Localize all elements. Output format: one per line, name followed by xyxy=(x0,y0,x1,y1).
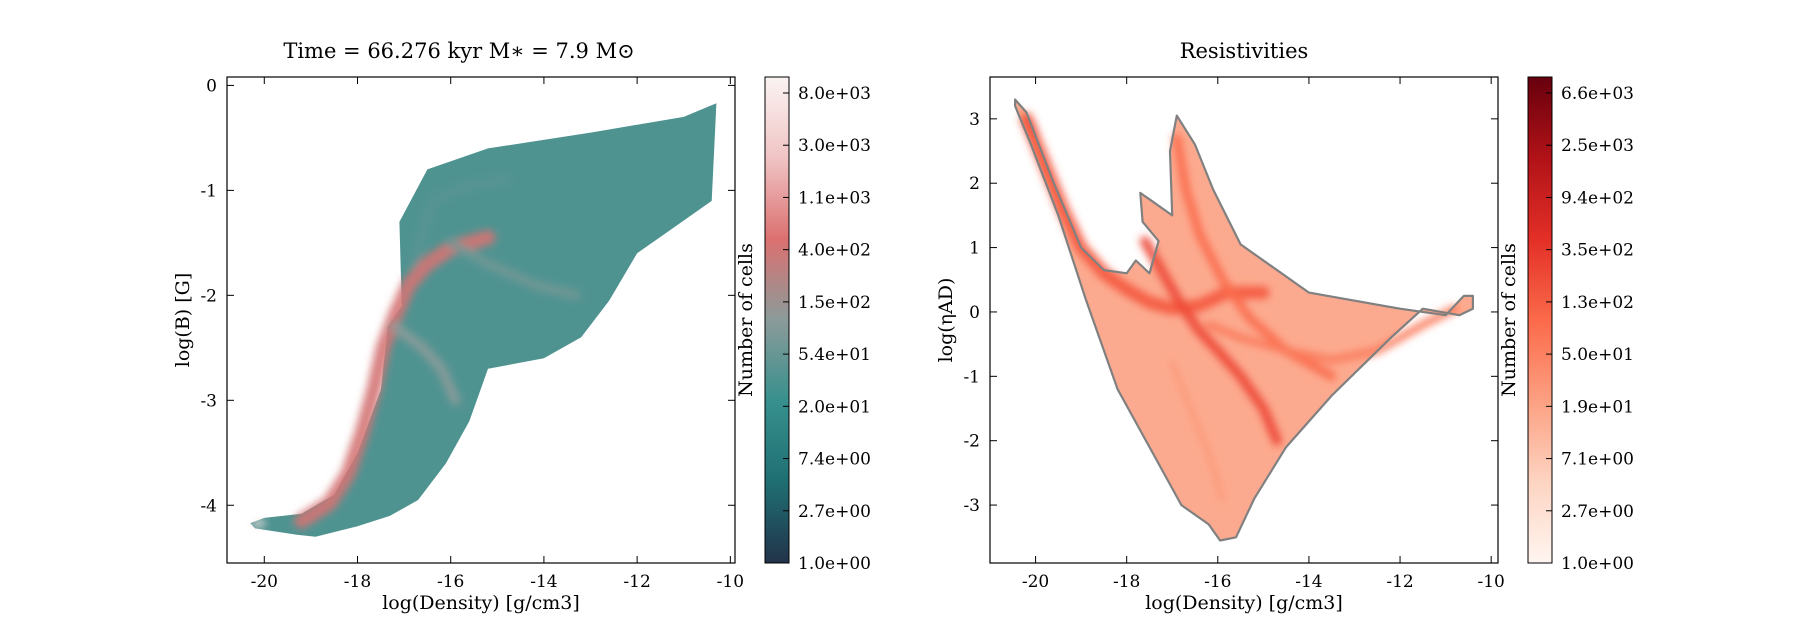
left-plot-area xyxy=(250,103,717,537)
left-y-axis: 0 -1 -2 -3 -4 xyxy=(200,76,735,516)
left-colorbar-title: Number of cells xyxy=(735,243,757,397)
right-density-region xyxy=(1015,99,1473,541)
right-region-contour xyxy=(1013,98,1475,542)
right-x-tick-label: -12 xyxy=(1386,572,1413,592)
right-plot-area xyxy=(1013,98,1475,542)
left-x-tick-label: -16 xyxy=(437,572,464,592)
right-x-tick-label: -10 xyxy=(1477,572,1504,592)
left-y-tick-label: 0 xyxy=(206,76,217,96)
left-x-tick-label: -12 xyxy=(623,572,650,592)
right-density-ridges xyxy=(1020,112,1459,503)
right-x-tick-label: -14 xyxy=(1295,572,1322,592)
right-y-tick-label: 0 xyxy=(969,303,980,323)
right-density-ridge xyxy=(1139,236,1283,446)
left-chart-title: Time = 66.276 kyr M∗ = 7.9 M⊙ xyxy=(283,39,634,63)
left-colorbar-tick-label: 1.0e+00 xyxy=(798,554,871,574)
right-colorbar: 6.6e+03 2.5e+03 9.4e+02 3.5e+02 1.3e+02 5.0e+… xyxy=(1498,76,1634,574)
left-y-tick-label: -2 xyxy=(200,286,217,306)
left-chart: Time = 66.276 kyr M∗ = 7.9 M⊙ -20 -18 -16-… xyxy=(172,39,871,614)
left-colorbar: 8.0e+03 3.0e+03 1.1e+03 4.0e+02 1.5e+02 5.4e+… xyxy=(735,76,871,574)
right-colorbar-tick-label: 1.0e+00 xyxy=(1561,554,1634,574)
left-density-ridges xyxy=(251,175,582,529)
left-colorbar-tick-label: 1.1e+03 xyxy=(798,188,871,208)
right-colorbar-tick-label: 2.7e+00 xyxy=(1561,502,1634,522)
left-colorbar-tick-label: 2.0e+01 xyxy=(798,397,871,417)
right-y-tick-label: -1 xyxy=(963,367,980,387)
right-colorbar-tick-label: 9.4e+02 xyxy=(1561,188,1634,208)
left-colorbar-tick-label: 3.0e+03 xyxy=(798,136,871,156)
left-colorbar-bar xyxy=(764,76,790,564)
right-chart-title: Resistivities xyxy=(1180,39,1309,63)
left-density-ridge xyxy=(389,321,461,406)
right-colorbar-tick-label: 6.6e+03 xyxy=(1561,84,1634,104)
left-x-tick-label: -20 xyxy=(251,572,278,592)
right-colorbar-title: Number of cells xyxy=(1498,243,1520,397)
left-y-tick-label: -3 xyxy=(200,391,217,411)
left-x-tick-label: -10 xyxy=(717,572,744,592)
right-y-tick-label: 2 xyxy=(969,174,980,194)
right-chart: Resistivities -20 -18 -16 -14 -12 -10 3 2 1 0 -1 -… xyxy=(935,39,1634,614)
left-density-region xyxy=(250,103,717,537)
right-density-ridge xyxy=(1204,304,1459,365)
right-axes-frame xyxy=(989,76,1499,564)
left-colorbar-tick-label: 1.5e+02 xyxy=(798,293,871,313)
left-axes-frame xyxy=(226,76,736,564)
left-x-tick-label: -14 xyxy=(530,572,557,592)
left-colorbar-tick-label: 5.4e+01 xyxy=(798,345,871,365)
right-colorbar-tick-label: 7.1e+00 xyxy=(1561,450,1634,470)
left-colorbar-tick-label: 7.4e+00 xyxy=(798,450,871,470)
right-y-axis: 3 2 1 0 -1 -2 -3 xyxy=(963,110,1498,516)
left-colorbar-ticks: 8.0e+03 3.0e+03 1.1e+03 4.0e+02 1.5e+02 5.4e+… xyxy=(783,84,871,574)
left-density-ridge xyxy=(409,175,511,268)
right-colorbar-tick-label: 2.5e+03 xyxy=(1561,136,1634,156)
right-colorbar-tick-label: 3.5e+02 xyxy=(1561,241,1634,261)
right-y-tick-label: -2 xyxy=(963,432,980,452)
left-density-ridge xyxy=(294,230,496,529)
left-x-axis-title: log(Density) [g/cm3] xyxy=(382,592,580,614)
left-y-tick-label: -1 xyxy=(200,181,217,201)
right-x-tick-label: -20 xyxy=(1022,572,1049,592)
right-y-axis-title: log(ηAD) xyxy=(935,278,957,363)
right-colorbar-tick-label: 5.0e+01 xyxy=(1561,345,1634,365)
right-x-axis: -20 -18 -16 -14 -12 -10 xyxy=(1022,77,1505,592)
left-y-axis-title: log(B) [G] xyxy=(172,273,194,368)
right-y-tick-label: 3 xyxy=(969,110,980,130)
right-y-tick-label: -3 xyxy=(963,496,980,516)
left-density-ridge xyxy=(446,238,582,300)
right-colorbar-bar xyxy=(1527,76,1553,564)
left-density-ridge xyxy=(251,519,266,528)
left-x-axis: -20 -18 -16 -14 -12 -10 xyxy=(251,77,744,592)
left-x-tick-label: -18 xyxy=(344,572,371,592)
left-colorbar-tick-label: 2.7e+00 xyxy=(798,502,871,522)
right-x-axis-title: log(Density) [g/cm3] xyxy=(1145,592,1343,614)
left-colorbar-tick-label: 4.0e+02 xyxy=(798,241,871,261)
right-y-tick-label: 1 xyxy=(969,239,980,259)
right-density-ridge xyxy=(1168,359,1227,503)
left-y-tick-label: -4 xyxy=(200,496,217,516)
right-x-tick-label: -16 xyxy=(1204,572,1231,592)
right-colorbar-tick-label: 1.9e+01 xyxy=(1561,397,1634,417)
right-colorbar-ticks: 6.6e+03 2.5e+03 9.4e+02 3.5e+02 1.3e+02 5.0e+… xyxy=(1546,84,1634,574)
right-colorbar-tick-label: 1.3e+02 xyxy=(1561,293,1634,313)
right-x-tick-label: -18 xyxy=(1113,572,1140,592)
left-colorbar-tick-label: 8.0e+03 xyxy=(798,84,871,104)
right-density-ridge xyxy=(1020,112,1270,316)
